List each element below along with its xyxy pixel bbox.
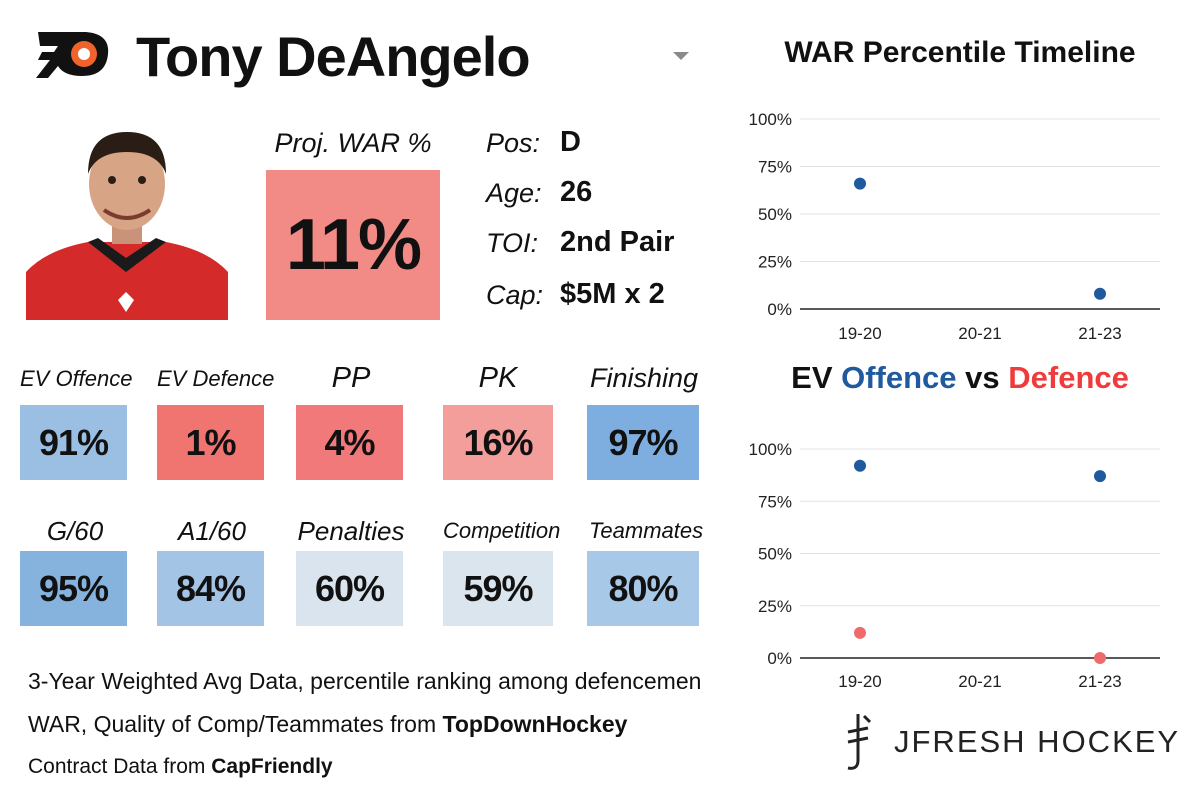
war-chart-title: WAR Percentile Timeline: [784, 36, 1136, 69]
proj-war-label: Proj. WAR %: [274, 128, 432, 158]
footer-line-3: Contract Data from CapFriendly: [28, 755, 333, 779]
y-tick-label: 50%: [758, 545, 792, 564]
data-point: [854, 459, 866, 472]
stat-box-finishing: 97%: [587, 405, 699, 480]
player-photo: [26, 122, 228, 320]
y-tick-label: 50%: [758, 205, 792, 224]
stat-label-pk: PK: [478, 362, 518, 394]
y-tick-label: 75%: [758, 158, 792, 177]
stat-box-competition: 59%: [443, 551, 553, 626]
y-tick-label: 100%: [749, 440, 792, 459]
data-point: [1094, 470, 1106, 483]
stat-box-penalties: 60%: [296, 551, 403, 626]
stat-box-ev-defence: 1%: [157, 405, 264, 480]
ev-title-prefix: EV: [791, 360, 842, 395]
ev-chart-title: EV Offence vs Defence: [740, 360, 1180, 396]
age-label: Age:: [486, 178, 542, 208]
x-tick-label: 21-23: [1078, 324, 1121, 343]
ev-offence-defence-chart: 0% 25% 50% 75% 100% 19-20 20-21 21-23: [749, 440, 1160, 691]
data-point: [1094, 287, 1106, 300]
footer-line-3-prefix: Contract Data from: [28, 755, 212, 778]
stat-label-g60: G/60: [46, 516, 104, 546]
data-point: [854, 177, 866, 190]
stat-box-pk: 16%: [443, 405, 553, 480]
ev-title-defence: Defence: [1008, 360, 1129, 395]
x-tick-label: 20-21: [958, 324, 1001, 343]
y-tick-label: 0%: [767, 300, 792, 319]
jfresh-logo-icon: [847, 714, 872, 770]
brand-block: JFRESH HOCKEY: [840, 712, 1180, 772]
war-timeline-chart: 0% 25% 50% 75% 100% 19-20 20-21 21-23: [749, 110, 1160, 343]
toi-label: TOI:: [486, 228, 539, 258]
footer-line-2-prefix: WAR, Quality of Comp/Teammates from: [28, 711, 443, 737]
x-tick-label: 21-23: [1078, 672, 1121, 691]
stat-box-a160: 84%: [157, 551, 264, 626]
stat-label-pp: PP: [331, 362, 371, 394]
proj-war-value: 11%: [266, 170, 440, 320]
stat-label-penalties: Penalties: [297, 516, 405, 546]
stat-label-ev-offence: EV Offence: [20, 366, 133, 391]
player-name: Tony DeAngelo: [136, 25, 531, 88]
y-tick-label: 25%: [758, 597, 792, 616]
ev-title-offence: Offence: [841, 360, 957, 395]
data-point: [854, 626, 866, 639]
y-tick-label: 100%: [749, 110, 792, 129]
footer-line-1: 3-Year Weighted Avg Data, percentile ran…: [28, 668, 702, 694]
x-tick-label: 20-21: [958, 672, 1001, 691]
footer-source-topdownhockey: TopDownHockey: [442, 711, 628, 737]
stat-box-g60: 95%: [20, 551, 127, 626]
stat-box-pp: 4%: [296, 405, 403, 480]
y-tick-label: 0%: [767, 649, 792, 668]
stat-label-ev-defence: EV Defence: [157, 366, 275, 391]
stat-label-competition: Competition: [443, 518, 561, 543]
footer-line-2: WAR, Quality of Comp/Teammates from TopD…: [28, 711, 627, 738]
brand-name: JFRESH HOCKEY: [894, 724, 1181, 759]
stat-box-ev-offence: 91%: [20, 405, 127, 480]
ev-title-vs: vs: [956, 360, 1009, 395]
pos-value: D: [560, 126, 581, 158]
stat-label-teammates: Teammates: [589, 518, 704, 543]
toi-value: 2nd Pair: [560, 226, 675, 258]
x-tick-label: 19-20: [838, 672, 881, 691]
stat-label-a160: A1/60: [178, 516, 246, 546]
x-tick-label: 19-20: [838, 324, 881, 343]
player-dropdown-icon[interactable]: [673, 52, 689, 60]
age-value: 26: [560, 176, 593, 208]
data-point: [1094, 652, 1106, 664]
flyers-logo-icon: [34, 26, 112, 82]
pos-label: Pos:: [486, 128, 541, 158]
stat-box-teammates: 80%: [587, 551, 699, 626]
y-tick-label: 25%: [758, 253, 792, 272]
y-tick-label: 75%: [758, 492, 792, 511]
cap-value: $5M x 2: [560, 278, 665, 310]
stat-label-finishing: Finishing: [589, 363, 699, 393]
cap-label: Cap:: [486, 280, 544, 310]
footer-source-capfriendly: CapFriendly: [211, 755, 333, 778]
